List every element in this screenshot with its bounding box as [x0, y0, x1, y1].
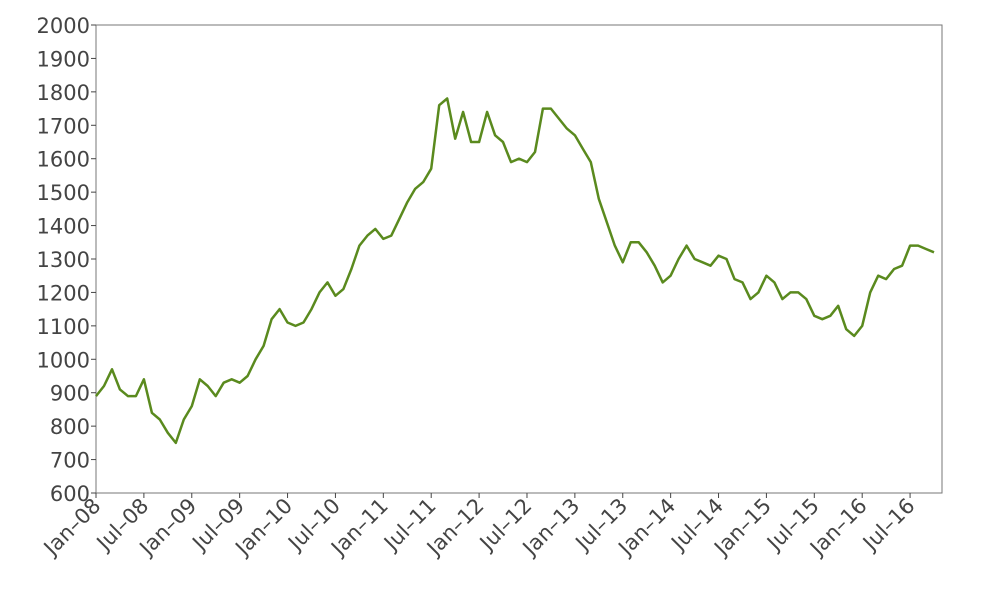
- y-tick-label: 2000: [37, 14, 90, 38]
- y-tick-label: 600: [50, 482, 90, 506]
- y-tick-label: 1700: [37, 114, 90, 138]
- y-tick-label: 1600: [37, 148, 90, 172]
- x-tick-label: Jul–16: [857, 494, 920, 557]
- y-tick-label: 1200: [37, 281, 90, 305]
- y-tick-label: 1100: [37, 315, 90, 339]
- y-tick-label: 1400: [37, 215, 90, 239]
- y-tick-label: 1000: [37, 348, 90, 372]
- y-tick-label: 1500: [37, 181, 90, 205]
- y-tick-label: 700: [50, 449, 90, 473]
- y-tick-label: 800: [50, 415, 90, 439]
- y-tick-label: 1800: [37, 81, 90, 105]
- y-tick-label: 900: [50, 382, 90, 406]
- data-line: [95, 97, 935, 445]
- y-tick-label: 1300: [37, 248, 90, 272]
- plot-frame: [95, 24, 943, 494]
- y-tick-label: 1900: [37, 47, 90, 71]
